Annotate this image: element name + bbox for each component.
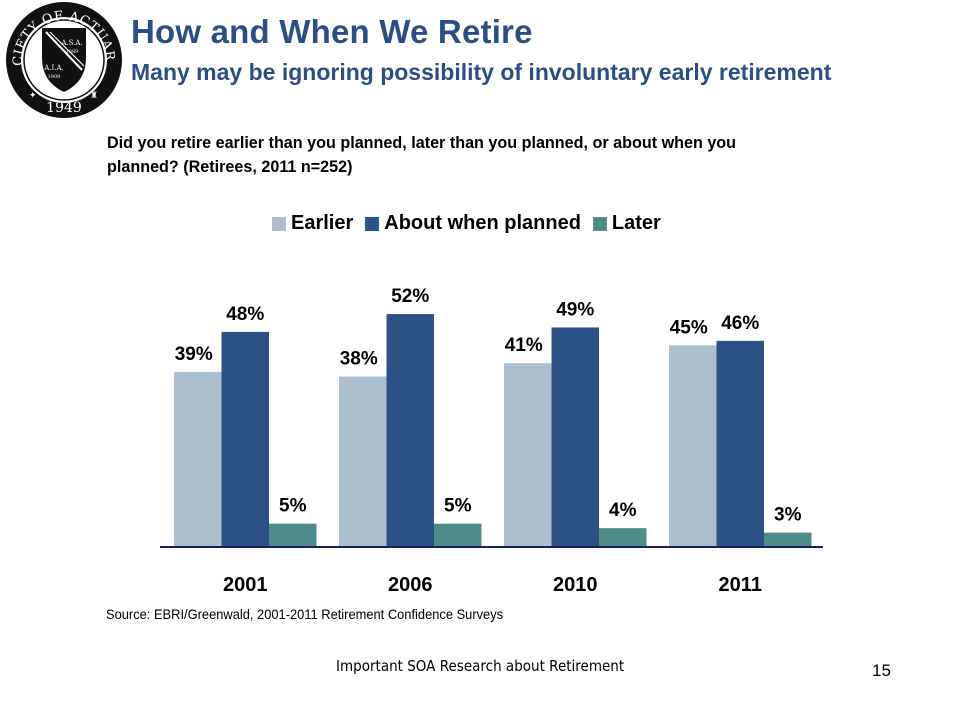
data-label-later-2011: 3% xyxy=(774,505,802,526)
data-label-earlier-2010: 41% xyxy=(505,335,543,356)
bar-about-2006 xyxy=(386,314,434,546)
bar-later-2010 xyxy=(599,528,647,546)
legend-label-about: About when planned xyxy=(384,212,581,234)
bar-about-2001 xyxy=(221,331,269,546)
maple-leaf-icon: ✦ xyxy=(29,90,37,100)
x-tick-label-2011: 2011 xyxy=(719,574,762,596)
society-of-actuaries-logo: SOCIETY OF ACTUARIES 1949 A.S.A. 1889 A.… xyxy=(2,0,122,118)
svg-text:A.S.A.: A.S.A. xyxy=(60,39,82,47)
svg-text:1909: 1909 xyxy=(48,74,61,80)
legend-label-later: Later xyxy=(611,212,661,234)
data-label-earlier-2001: 39% xyxy=(175,344,213,365)
page-number: 15 xyxy=(872,661,891,680)
bar-later-2006 xyxy=(434,523,482,546)
data-label-about-2001: 48% xyxy=(226,304,264,325)
bar-earlier-2006 xyxy=(339,376,387,546)
legend-swatch-later xyxy=(592,216,607,231)
slide-subtitle: Many may be ignoring possibility of invo… xyxy=(131,59,832,85)
legend-swatch-earlier xyxy=(272,216,286,231)
bar-later-2011 xyxy=(764,532,812,546)
legend-item-about: About when planned xyxy=(365,212,581,235)
legend-swatch-about xyxy=(365,216,380,231)
data-label-earlier-2011: 45% xyxy=(670,317,708,338)
legend-label-earlier: Earlier xyxy=(291,212,354,234)
logo-year: 1949 xyxy=(46,100,82,116)
data-label-later-2010: 4% xyxy=(609,500,637,521)
data-label-about-2006: 52% xyxy=(391,286,429,307)
logo-shield xyxy=(42,28,86,92)
bar-earlier-2010 xyxy=(504,363,552,546)
source-note: Source: EBRI/Greenwald, 2001-2011 Retire… xyxy=(106,606,504,622)
data-label-earlier-2006: 38% xyxy=(340,349,378,370)
bar-later-2001 xyxy=(269,523,317,546)
bar-about-2010 xyxy=(551,327,599,546)
data-label-later-2006: 5% xyxy=(444,496,472,517)
slide-title: How and When We Retire xyxy=(131,13,533,50)
data-label-about-2011: 46% xyxy=(721,313,759,334)
legend-item-later: Later xyxy=(592,212,661,235)
data-label-about-2010: 49% xyxy=(556,299,594,320)
bar-earlier-2011 xyxy=(669,345,717,546)
bar-earlier-2001 xyxy=(174,372,222,546)
x-tick-label-2010: 2010 xyxy=(553,574,598,596)
footer-text: Important SOA Research about Retirement xyxy=(335,657,625,675)
legend-item-earlier: Earlier xyxy=(272,212,353,235)
svg-text:1889: 1889 xyxy=(66,49,79,55)
x-tick-label-2001: 2001 xyxy=(223,574,268,596)
bar-about-2011 xyxy=(716,340,764,546)
survey-question: Did you retire earlier than you planned,… xyxy=(107,133,737,176)
chart-legend: Earlier About when planned Later xyxy=(272,212,673,235)
data-label-later-2001: 5% xyxy=(279,496,307,517)
x-tick-label-2006: 2006 xyxy=(388,574,433,596)
eagle-icon: ♜ xyxy=(90,90,98,100)
svg-text:A.I.A.: A.I.A. xyxy=(43,64,64,72)
slide-footer: Important SOA Research about Retirement xyxy=(0,657,960,675)
